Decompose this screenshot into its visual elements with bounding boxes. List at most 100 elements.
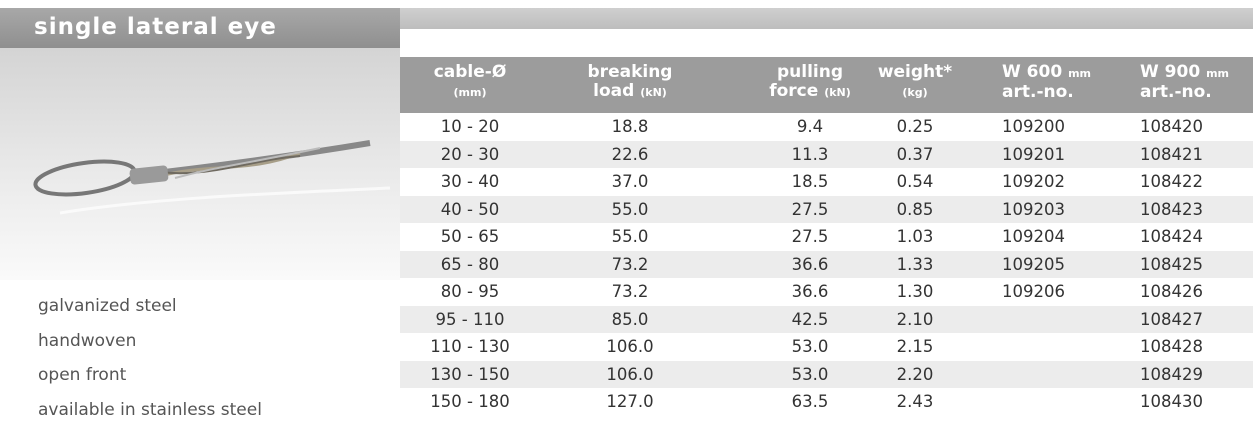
table-cell: 73.2	[611, 254, 649, 274]
header-line: (mm)	[410, 82, 530, 102]
table-cell: 27.5	[791, 199, 829, 219]
table-cell: 73.2	[611, 282, 649, 301]
table-cell: 108428	[1140, 337, 1203, 356]
table-cell: 36.6	[791, 282, 829, 301]
table-cell: 109201	[1002, 144, 1065, 164]
header-text: pulling	[776, 62, 844, 82]
table-cell: 130 - 150	[430, 364, 510, 384]
header-text: cable-Ø	[433, 62, 507, 82]
feature: galvanized steel	[38, 296, 177, 316]
header-text: breaking	[587, 62, 673, 82]
table-cell: 1.03	[896, 227, 934, 246]
table-row: 80 - 95 73.2 36.6 1.30 109206 108426	[400, 278, 1253, 306]
feature: handwoven	[38, 330, 137, 351]
header-text: W 600	[1002, 62, 1063, 82]
table-cell: 2.20	[896, 364, 934, 384]
table-cell: 36.6	[791, 254, 829, 274]
table-cell: 37.0	[611, 172, 649, 191]
header-line: pulling	[750, 63, 870, 82]
table-cell: 30 - 40	[440, 172, 500, 191]
header-text: art.-no.	[1140, 82, 1212, 102]
header-unit: (kN)	[640, 86, 667, 99]
header-cell: weight* (kg)	[855, 63, 975, 102]
header-unit: (kg)	[902, 86, 928, 99]
header-unit: (mm)	[453, 86, 487, 99]
table-cell: 55.0	[611, 199, 649, 219]
table-cell: 108420	[1140, 117, 1203, 136]
table-cell: 109200	[1002, 117, 1065, 136]
table-cell: 0.25	[896, 117, 934, 136]
table-row: 95 - 110 85.0 42.5 2.10 108427	[400, 305, 1253, 333]
table-cell: 106.0	[606, 364, 654, 384]
header-unit: mm	[1206, 67, 1230, 80]
header-cell: W 900 mm art.-no.	[1140, 63, 1229, 102]
table-cell: 1.30	[896, 282, 934, 301]
table-cell: 109205	[1002, 254, 1065, 274]
table-cell: 53.0	[791, 364, 829, 384]
table-cell: 108430	[1140, 392, 1203, 411]
header-line: W 600 mm	[1002, 63, 1091, 83]
table-row: 110 - 130 106.0 53.0 2.15 108428	[400, 333, 1253, 361]
table-cell: 20 - 30	[440, 144, 500, 164]
header-unit: mm	[1068, 67, 1092, 80]
table-cell: 108425	[1140, 254, 1203, 274]
header-line: breaking	[570, 63, 690, 82]
table-cell: 2.10	[896, 309, 934, 329]
table-cell: 50 - 65	[440, 227, 500, 246]
table-cell: 109203	[1002, 199, 1065, 219]
table-cell: 63.5	[791, 392, 829, 411]
header-text: W 900	[1140, 62, 1201, 82]
table-cell: 55.0	[611, 227, 649, 246]
table-cell: 108427	[1140, 309, 1203, 329]
table-cell: 108421	[1140, 144, 1203, 164]
table-cell: 108423	[1140, 199, 1203, 219]
table-cell: 40 - 50	[440, 199, 500, 219]
header-line: force (kN)	[750, 82, 870, 102]
table-cell: 127.0	[606, 392, 654, 411]
header-line: art.-no.	[1140, 83, 1229, 102]
table-cell: 10 - 20	[440, 117, 500, 136]
header-text: load	[593, 81, 635, 101]
header-line: cable-Ø	[410, 63, 530, 82]
header-unit: (kN)	[824, 86, 851, 99]
table-row: 20 - 30 22.6 11.3 0.37 109201 108421	[400, 140, 1253, 168]
table-row: 150 - 180 127.0 63.5 2.43 108430	[400, 388, 1253, 416]
table-header: cable-Ø (mm) breaking load (kN) pulling force…	[400, 57, 1253, 113]
table-row: 10 - 20 18.8 9.4 0.25 109200 108420	[400, 113, 1253, 141]
table-cell: 0.85	[896, 199, 934, 219]
header-cell: W 600 mm art.-no.	[1002, 63, 1091, 102]
header-cell: pulling force (kN)	[750, 63, 870, 102]
table-cell: 2.15	[896, 337, 934, 356]
table-cell: 1.33	[896, 254, 934, 274]
header-text: force	[769, 81, 819, 101]
table-cell: 65 - 80	[440, 254, 500, 274]
table-cell: 95 - 110	[435, 309, 505, 329]
title: single lateral eye	[0, 8, 400, 48]
table-cell: 0.37	[896, 144, 934, 164]
table-cell: 150 - 180	[430, 392, 510, 411]
header-text: art.-no.	[1002, 82, 1074, 102]
table-cell: 42.5	[791, 309, 829, 329]
table-cell: 110 - 130	[430, 337, 510, 356]
table-row: 65 - 80 73.2 36.6 1.33 109205 108425	[400, 250, 1253, 278]
table-cell: 18.8	[611, 117, 649, 136]
table-cell: 2.43	[896, 392, 934, 411]
table-cell: 108429	[1140, 364, 1203, 384]
table-cell: 85.0	[611, 309, 649, 329]
table-cell: 108422	[1140, 172, 1203, 191]
header-cell: breaking load (kN)	[570, 63, 690, 102]
table-cell: 53.0	[791, 337, 829, 356]
feature: available in stainless steel	[38, 399, 262, 420]
table-cell: 108424	[1140, 227, 1203, 246]
header-line: W 900 mm	[1140, 63, 1229, 83]
table-cell: 109204	[1002, 227, 1065, 246]
table-cell: 106.0	[606, 337, 654, 356]
cable-illustration	[33, 140, 391, 215]
header-line: art.-no.	[1002, 83, 1091, 102]
table-row: 50 - 65 55.0 27.5 1.03 109204 108424	[400, 223, 1253, 251]
table-cell: 109202	[1002, 172, 1065, 191]
table-cell: 108426	[1140, 282, 1203, 301]
table-cell: 18.5	[791, 172, 829, 191]
table-row: 130 - 150 106.0 53.0 2.20 108429	[400, 360, 1253, 388]
